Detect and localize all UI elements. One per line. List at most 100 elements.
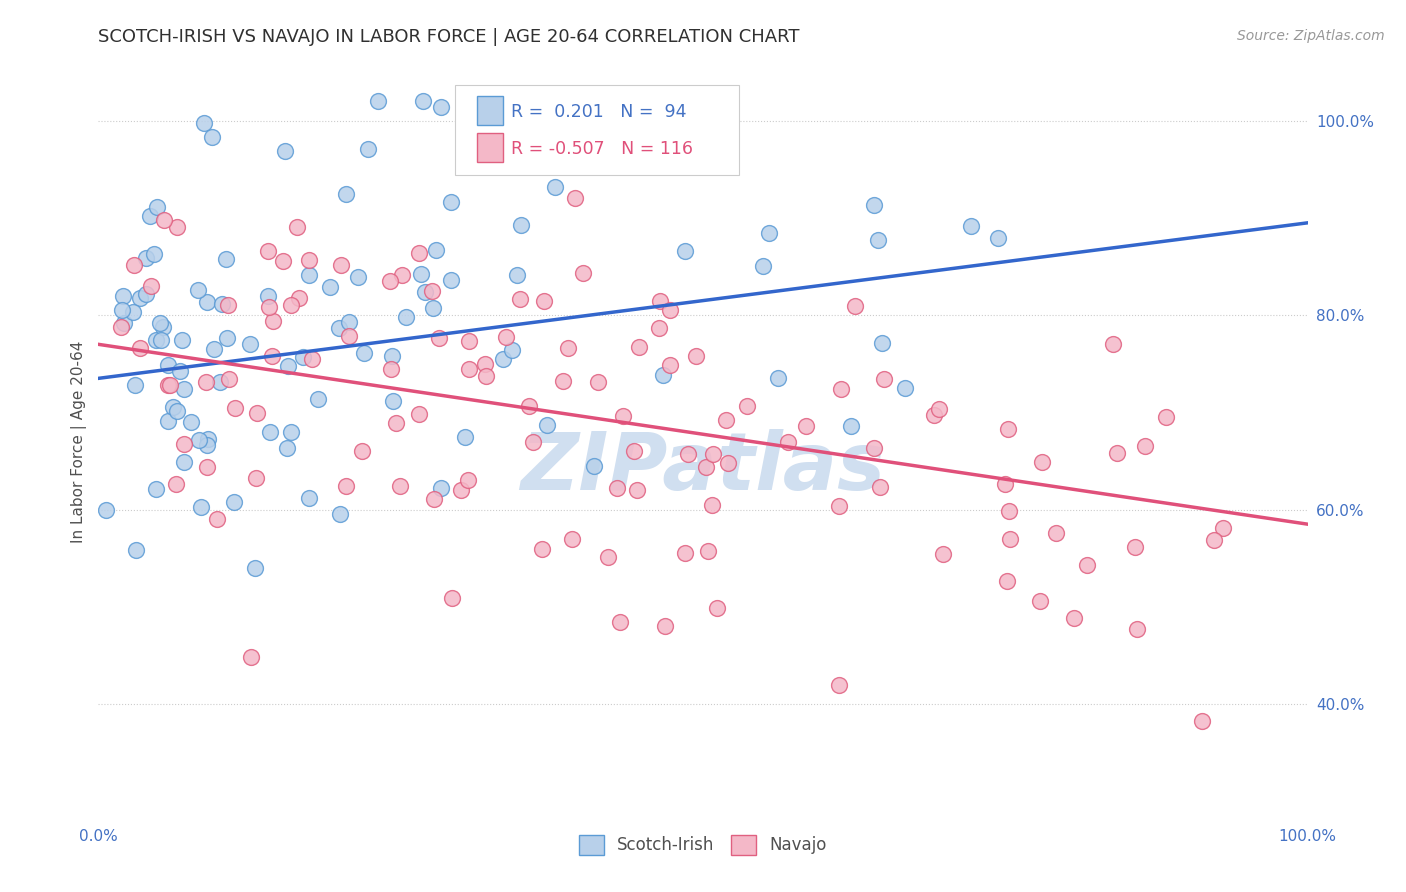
Point	[522, 435, 544, 450]
Point	[135, 286, 157, 301]
Point	[357, 142, 380, 156]
Point	[1123, 540, 1146, 554]
Point	[217, 298, 239, 312]
Point	[125, 542, 148, 557]
Point	[932, 547, 955, 561]
Point	[794, 419, 817, 434]
Point	[1191, 714, 1213, 729]
Point	[166, 404, 188, 418]
Point	[1063, 610, 1085, 624]
Point	[1045, 526, 1067, 541]
Point	[143, 247, 166, 261]
Point	[245, 471, 267, 485]
Point	[869, 480, 891, 494]
Point	[273, 253, 295, 268]
Point	[146, 200, 169, 214]
Point	[572, 266, 595, 280]
Text: ZIPatlas: ZIPatlas	[520, 429, 886, 507]
Point	[766, 371, 789, 385]
Text: SCOTCH-IRISH VS NAVAJO IN LABOR FORCE | AGE 20-64 CORRELATION CHART: SCOTCH-IRISH VS NAVAJO IN LABOR FORCE | …	[98, 28, 800, 45]
Point	[222, 494, 245, 508]
Point	[751, 259, 773, 273]
Point	[280, 298, 302, 312]
Point	[735, 399, 758, 413]
Point	[454, 430, 477, 444]
Point	[536, 418, 558, 433]
Point	[166, 220, 188, 235]
Point	[259, 301, 281, 315]
Point	[328, 321, 350, 335]
Point	[1125, 622, 1147, 636]
Point	[596, 549, 619, 564]
Point	[145, 483, 167, 497]
Point	[561, 533, 583, 547]
Point	[628, 340, 651, 354]
Point	[180, 415, 202, 429]
Point	[215, 331, 238, 345]
Point	[626, 483, 648, 497]
Point	[564, 191, 586, 205]
Point	[157, 413, 180, 427]
Point	[380, 362, 402, 376]
Point	[1031, 455, 1053, 469]
Point	[530, 542, 553, 557]
Point	[458, 334, 481, 349]
Point	[215, 252, 238, 266]
Point	[329, 507, 352, 521]
Point	[648, 320, 671, 334]
Point	[195, 375, 218, 389]
Point	[830, 382, 852, 396]
Point	[277, 359, 299, 373]
Point	[122, 259, 145, 273]
Point	[239, 337, 262, 351]
Point	[201, 129, 224, 144]
Point	[162, 400, 184, 414]
Point	[510, 218, 533, 232]
Point	[187, 283, 209, 297]
Point	[654, 619, 676, 633]
Point	[440, 194, 463, 209]
Point	[298, 268, 321, 282]
Point	[378, 274, 401, 288]
Point	[430, 100, 453, 114]
Point	[501, 343, 523, 358]
Point	[1154, 409, 1177, 424]
Point	[112, 289, 135, 303]
Point	[450, 483, 472, 497]
Point	[240, 650, 263, 665]
Point	[606, 481, 628, 495]
Point	[256, 289, 278, 303]
Point	[1029, 594, 1052, 608]
Point	[165, 476, 187, 491]
Point	[301, 351, 323, 366]
Point	[659, 302, 682, 317]
Point	[1107, 446, 1129, 460]
Point	[112, 317, 135, 331]
Point	[870, 335, 893, 350]
Point	[173, 382, 195, 396]
Point	[139, 209, 162, 223]
Y-axis label: In Labor Force | Age 20-64: In Labor Force | Age 20-64	[72, 341, 87, 542]
Point	[135, 251, 157, 265]
Point	[139, 279, 162, 293]
Point	[1202, 533, 1225, 547]
Point	[714, 413, 737, 427]
Point	[94, 503, 117, 517]
Point	[474, 357, 496, 371]
Point	[329, 258, 352, 272]
Point	[557, 341, 579, 355]
Point	[440, 273, 463, 287]
Bar	[477, 134, 503, 162]
Point	[367, 95, 389, 109]
Point	[922, 408, 945, 422]
Point	[1076, 558, 1098, 573]
Point	[262, 349, 284, 363]
Point	[894, 381, 917, 395]
Point	[873, 372, 896, 386]
Point	[190, 500, 212, 515]
Point	[678, 447, 700, 461]
Point	[475, 368, 498, 383]
Point	[121, 305, 143, 319]
Point	[195, 294, 218, 309]
Point	[169, 364, 191, 378]
